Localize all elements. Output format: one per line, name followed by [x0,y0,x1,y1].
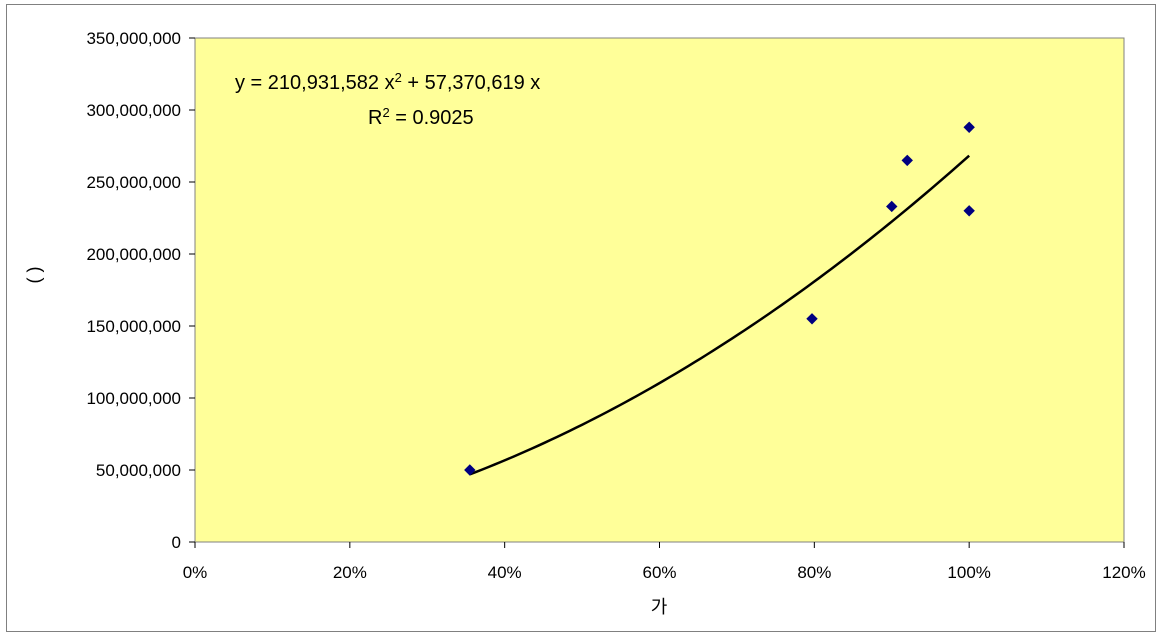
chart-frame: 0 50,000,000 100,000,000 150,000,000 200,000… [6,4,1156,632]
plot-area [194,37,1125,543]
y-tick-label: 300,000,000 [86,101,181,120]
data-point-diamond [901,154,913,167]
y-tick-label: 200,000,000 [86,245,181,264]
trendline [469,154,970,476]
y-axis-title: ( ) [24,267,44,284]
trendline-r-squared: R2 = 0.9025 [368,105,474,130]
y-tick-label: 50,000,000 [96,461,181,480]
x-axis-title: 가 [651,597,668,617]
data-point-diamond [963,121,975,133]
chart-svg: 0 50,000,000 100,000,000 150,000,000 200,000… [24,29,1146,617]
y-tick-label: 150,000,000 [86,317,181,336]
data-point-diamond [886,200,898,213]
x-tick-label: 100% [947,563,990,582]
x-tick-label: 60% [642,563,676,582]
data-point-diamond [806,313,818,325]
x-axis-ticks: 0% 20% 40% 60% 80% 100% 120% [183,542,1146,582]
y-tick-label: 250,000,000 [86,173,181,192]
y-tick-label: 350,000,000 [86,29,181,48]
data-point-diamond [464,464,476,476]
y-tick-label: 0 [172,533,181,552]
x-tick-label: 120% [1102,563,1145,582]
y-axis-ticks: 0 50,000,000 100,000,000 150,000,000 200,000… [86,29,195,552]
trendline-equation: y = 210,931,582 x2 + 57,370,619 x [235,70,540,95]
x-tick-label: 20% [333,563,367,582]
data-points [464,121,975,476]
y-tick-label: 100,000,000 [86,389,181,408]
x-tick-label: 0% [183,563,208,582]
x-tick-label: 40% [488,563,522,582]
x-tick-label: 80% [797,563,831,582]
data-point-diamond [963,205,975,217]
